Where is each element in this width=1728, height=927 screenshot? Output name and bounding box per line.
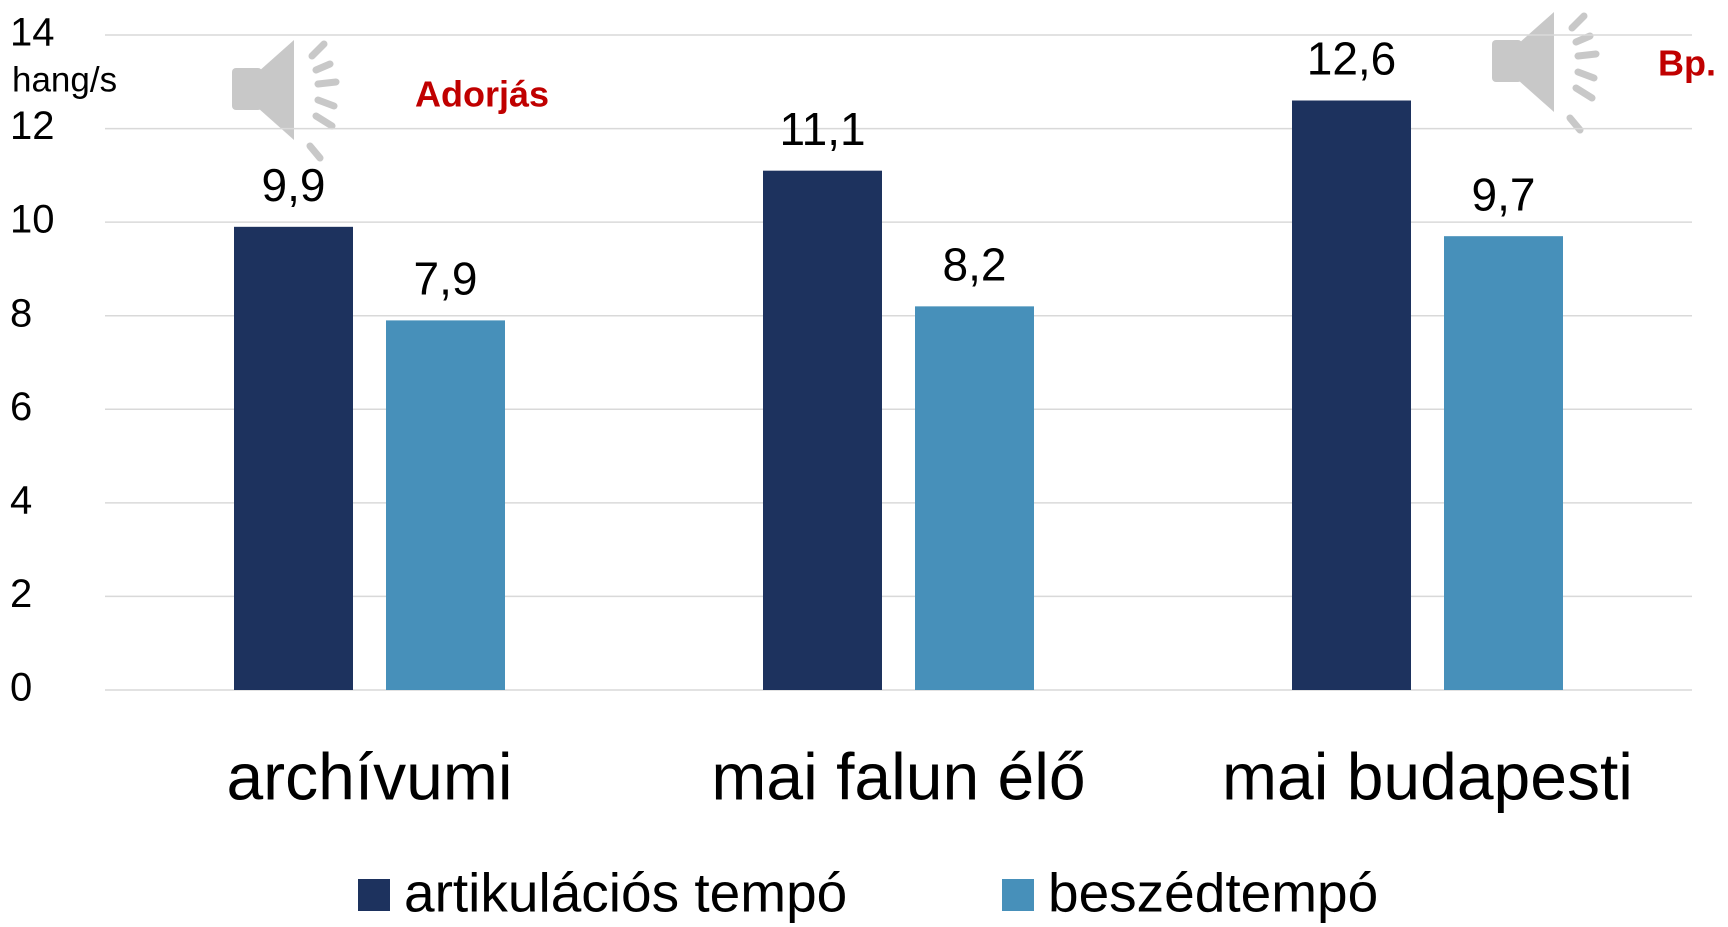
x-tick-label: mai falun élő [711,739,1085,813]
data-label: 12,6 [1307,33,1397,85]
bar [763,170,882,690]
legend-label: artikulációs tempó [404,862,847,924]
legend-swatch [358,879,390,911]
data-label: 9,9 [262,159,326,211]
bar [1444,236,1563,690]
data-label: 7,9 [414,253,478,305]
bar [386,320,505,690]
y-tick-label: 8 [10,291,32,335]
data-label: 11,1 [779,103,865,155]
x-tick-label: archívumi [226,739,512,813]
data-label: 8,2 [943,239,1007,291]
y-tick-label: 10 [10,198,55,242]
legend-label: beszédtempó [1048,862,1378,924]
x-tick-label: mai budapesti [1222,739,1633,813]
legend-swatch [1002,879,1034,911]
y-tick-label: 4 [10,478,32,522]
data-label: 9,7 [1472,168,1536,220]
y-tick-label: 14 [10,11,55,55]
speaker-icon[interactable] [1492,12,1600,134]
annotation: Bp. [1658,43,1716,84]
bar [234,226,353,691]
bar [1292,100,1411,690]
y-axis-label: hang/s [12,60,117,99]
y-tick-label: 0 [10,666,32,710]
y-tick-label: 6 [10,385,32,429]
y-tick-label: 2 [10,572,32,616]
speaker-icon[interactable] [232,40,340,162]
y-tick-label: 12 [10,104,55,148]
bar [915,306,1034,690]
annotation: Adorjás [415,74,549,115]
